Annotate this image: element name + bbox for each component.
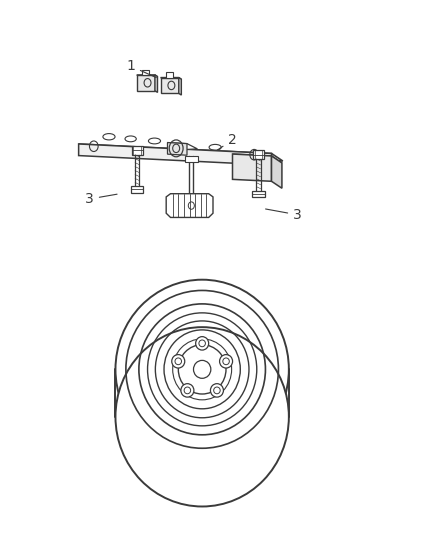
Polygon shape — [78, 144, 282, 161]
Ellipse shape — [210, 384, 223, 397]
Polygon shape — [232, 154, 271, 181]
Polygon shape — [136, 75, 157, 77]
Polygon shape — [166, 193, 212, 217]
Text: 3: 3 — [85, 192, 117, 206]
Ellipse shape — [115, 280, 288, 459]
Ellipse shape — [193, 360, 210, 378]
Text: 3: 3 — [265, 208, 301, 222]
Ellipse shape — [219, 354, 232, 368]
Polygon shape — [78, 144, 271, 165]
Polygon shape — [136, 75, 155, 91]
Polygon shape — [167, 142, 197, 150]
Polygon shape — [131, 187, 143, 192]
Ellipse shape — [115, 327, 288, 506]
Polygon shape — [160, 77, 178, 93]
Polygon shape — [131, 146, 142, 155]
Polygon shape — [160, 77, 181, 79]
Ellipse shape — [180, 384, 194, 397]
Polygon shape — [155, 75, 157, 92]
Polygon shape — [167, 142, 187, 155]
Polygon shape — [142, 70, 149, 75]
Text: 2: 2 — [217, 133, 237, 150]
Ellipse shape — [178, 345, 226, 394]
Polygon shape — [232, 154, 281, 163]
Polygon shape — [166, 72, 173, 77]
Ellipse shape — [171, 354, 184, 368]
Polygon shape — [184, 156, 198, 161]
Polygon shape — [252, 150, 264, 159]
Ellipse shape — [195, 337, 208, 350]
Polygon shape — [252, 191, 264, 197]
Polygon shape — [271, 156, 281, 188]
Text: 1: 1 — [126, 59, 156, 78]
Polygon shape — [178, 77, 181, 95]
